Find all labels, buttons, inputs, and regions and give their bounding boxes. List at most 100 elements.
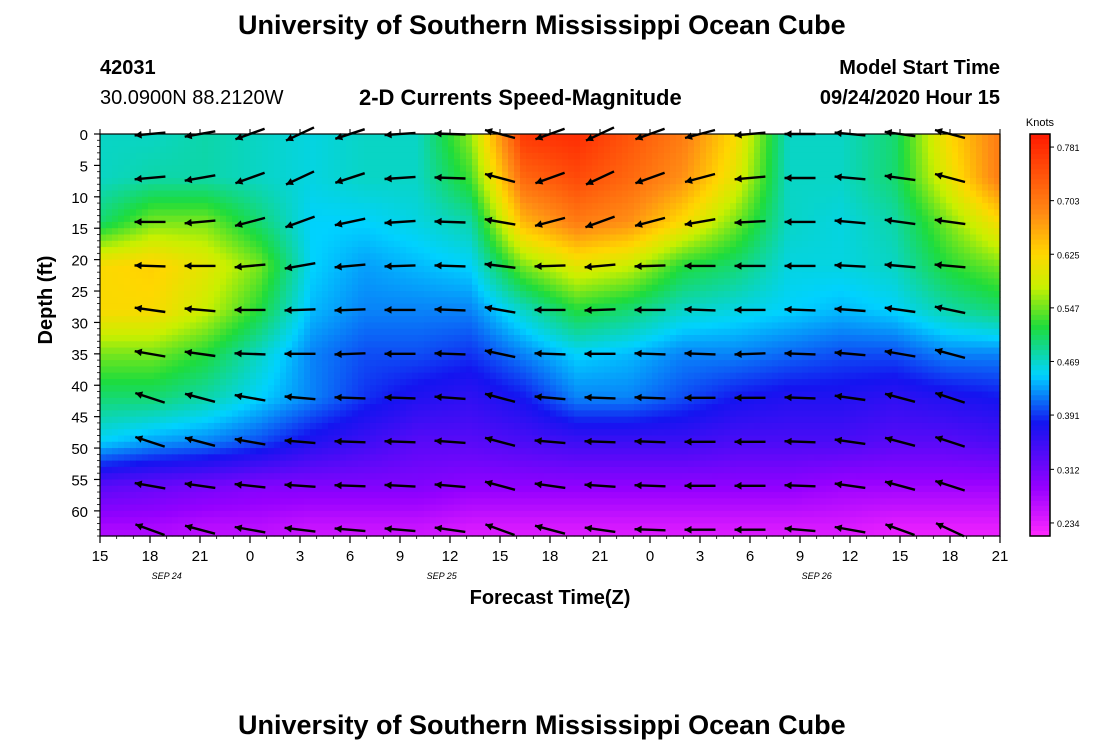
heatmap-cell [628,165,635,173]
heatmap-cell [748,209,755,217]
heatmap-cell [646,291,653,298]
heatmap-cell [214,322,221,330]
heatmap-cell [652,165,659,173]
heatmap-cell [772,291,779,298]
heatmap-cell [250,134,257,141]
heatmap-cell [424,291,431,298]
heatmap-cell [328,297,335,305]
heatmap-cell [850,215,857,223]
heatmap-cell [670,272,677,280]
heatmap-cell [928,322,935,330]
heatmap-cell [556,291,563,298]
heatmap-cell [304,309,311,317]
heatmap-cell [268,134,275,141]
heatmap-cell [388,196,395,204]
heatmap-cell [922,152,929,160]
heatmap-cell [478,221,485,229]
heatmap-cell [262,265,269,273]
heatmap-cell [388,291,395,298]
heatmap-cell [106,278,113,286]
heatmap-cell [646,134,653,141]
heatmap-cell [838,322,845,330]
heatmap-cell [898,328,905,336]
heatmap-cell [154,134,161,141]
heatmap-cell [754,221,761,229]
heatmap-cell [970,134,977,141]
heatmap-cell [976,309,983,317]
heatmap-cell [946,190,953,198]
heatmap-cell [862,190,869,198]
heatmap-cell [190,341,197,349]
heatmap-cell [454,303,461,311]
heatmap-cell [160,284,167,292]
heatmap-cell [646,309,653,317]
heatmap-cell [952,247,959,254]
heatmap-cell [430,259,437,267]
heatmap-cell [676,221,683,229]
heatmap-cell [328,140,335,148]
heatmap-cell [148,272,155,280]
heatmap-cell [616,278,623,286]
heatmap-cell [244,165,251,173]
heatmap-cell [370,171,377,179]
heatmap-cell [112,259,119,267]
heatmap-cell [676,253,683,261]
heatmap-cell [580,322,587,330]
heatmap-cell [304,259,311,267]
heatmap-cell [538,203,545,210]
heatmap-cell [922,140,929,148]
heatmap-cell [796,215,803,223]
heatmap-cell [754,303,761,311]
heatmap-cell [802,259,809,267]
heatmap-cell [748,247,755,254]
heatmap-cell [730,177,737,185]
heatmap-cell [724,265,731,273]
heatmap-cell [472,303,479,311]
heatmap-cell [190,328,197,336]
heatmap-cell [334,309,341,317]
heatmap-cell [604,259,611,267]
heatmap-cell [190,284,197,292]
heatmap-cell [172,215,179,223]
heatmap-cell [868,177,875,185]
heatmap-cell [454,322,461,330]
heatmap-cell [946,159,953,167]
heatmap-cell [892,291,899,298]
heatmap-cell [298,265,305,273]
heatmap-cell [976,184,983,192]
heatmap-cell [154,165,161,173]
heatmap-cell [922,190,929,198]
heatmap-cell [682,291,689,298]
heatmap-cell [208,177,215,185]
heatmap-cell [190,134,197,141]
heatmap-cell [622,159,629,167]
heatmap-cell [562,278,569,286]
heatmap-cell [160,247,167,254]
heatmap-cell [724,297,731,305]
heatmap-cell [118,278,125,286]
heatmap-cell [412,335,419,342]
heatmap-cell [208,196,215,204]
heatmap-cell [676,291,683,298]
heatmap-cell [760,146,767,154]
heatmap-cell [490,316,497,324]
heatmap-cell [616,159,623,167]
heatmap-cell [940,165,947,173]
heatmap-cell [694,297,701,305]
heatmap-cell [940,291,947,298]
heatmap-cell [910,177,917,185]
heatmap-cell [514,221,521,229]
heatmap-cell [478,253,485,261]
heatmap-cell [862,209,869,217]
heatmap-cell [358,140,365,148]
heatmap-cell [358,165,365,173]
heatmap-cell [568,196,575,204]
heatmap-cell [904,159,911,167]
heatmap-cell [232,146,239,154]
heatmap-cell [976,297,983,305]
heatmap-cell [490,203,497,210]
heatmap-cell [166,265,173,273]
heatmap-cell [100,215,107,223]
heatmap-cell [202,134,209,141]
heatmap-cell [598,209,605,217]
